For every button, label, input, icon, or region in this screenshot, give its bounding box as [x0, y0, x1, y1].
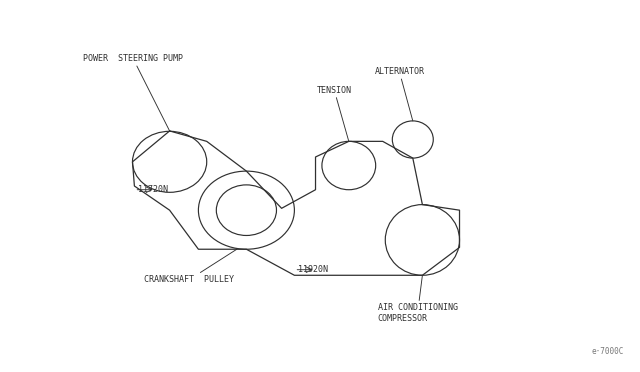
Text: TENSION: TENSION	[317, 86, 352, 141]
Text: 11720N: 11720N	[138, 185, 168, 194]
Text: e·7000C: e·7000C	[591, 347, 624, 356]
Text: CRANKSHAFT  PULLEY: CRANKSHAFT PULLEY	[144, 249, 237, 284]
Text: ALTERNATOR: ALTERNATOR	[374, 67, 424, 121]
Text: AIR CONDITIONING
COMPRESSOR: AIR CONDITIONING COMPRESSOR	[378, 275, 458, 323]
Text: POWER  STEERING PUMP: POWER STEERING PUMP	[83, 54, 183, 131]
Text: 11920N: 11920N	[298, 265, 328, 274]
